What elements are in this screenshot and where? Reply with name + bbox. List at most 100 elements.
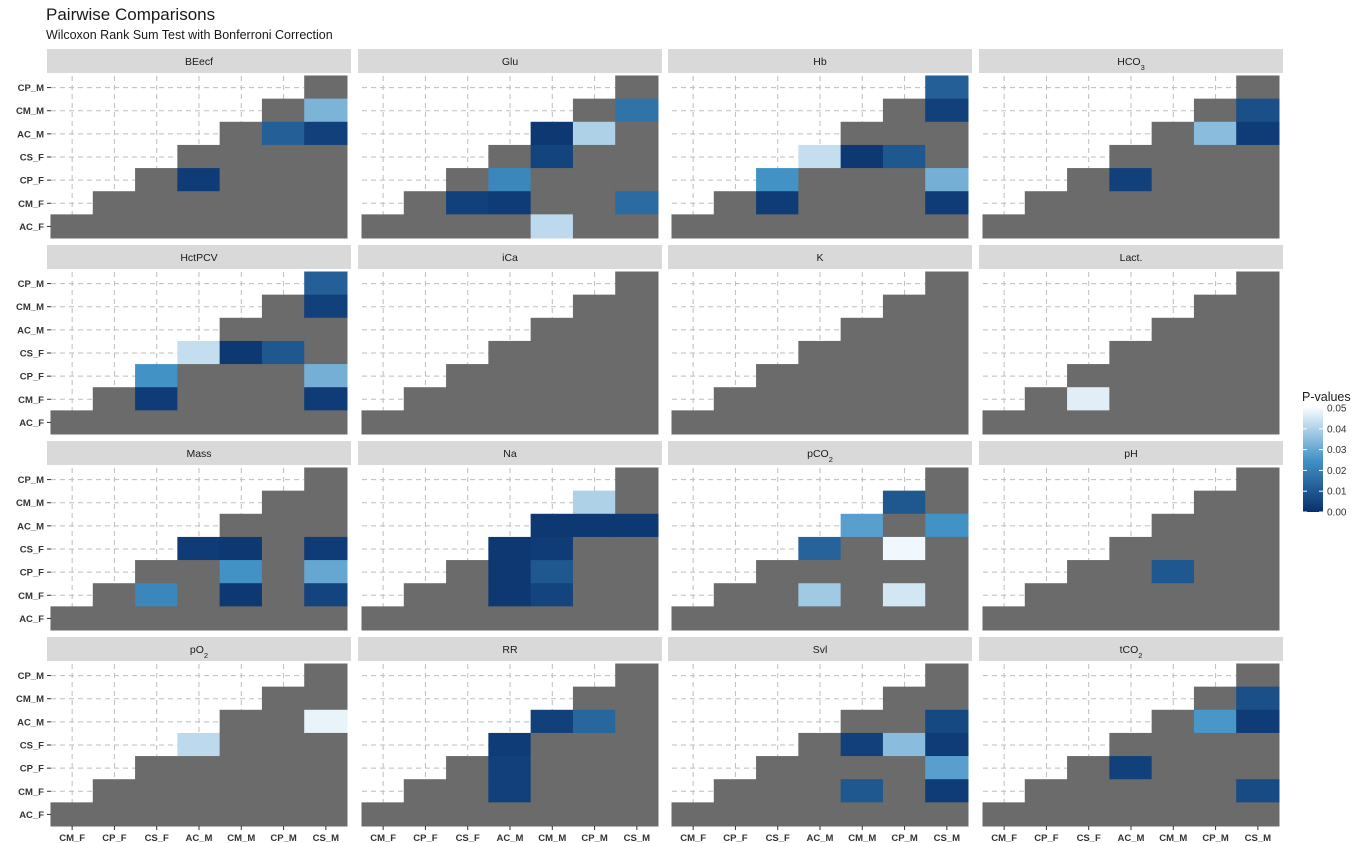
heatmap-cell [1024,779,1069,804]
heatmap-cell [798,214,842,239]
heatmap-cell [1193,214,1238,239]
heatmap-cell [403,802,448,827]
x-tick-label: AC_M [186,833,213,843]
heatmap-cell [882,168,927,193]
heatmap-cell [572,168,617,193]
heatmap-cell [615,606,659,631]
heatmap-cell [304,756,348,781]
heatmap-cell [403,779,448,804]
x-tick-label: CP_F [1034,833,1058,843]
x-tick-label: CP_M [1202,833,1228,843]
heatmap-cell [304,802,348,827]
y-tick-label: CM_M [16,694,44,705]
heatmap-cell [177,364,221,389]
legend-tick-label: 0.04 [1327,424,1347,435]
panel-lact-: Lact. [979,245,1283,435]
heatmap-cell [530,756,574,781]
heatmap-cell-significant [488,536,532,562]
panel-rr: RR CM_F CP_F CS_F AC_M CM_M CP_M CS_M [358,637,662,843]
y-tick-label: CP_F [20,372,44,383]
heatmap-cell [1151,606,1195,631]
heatmap-cell-significant [177,732,221,758]
heatmap-cell-significant [1067,387,1111,412]
heatmap-cell [798,168,842,193]
heatmap-cell [1236,756,1280,781]
heatmap-cell [530,606,574,631]
heatmap-cell [446,214,490,239]
heatmap-cell [1151,513,1195,538]
heatmap-cell-significant [925,98,969,123]
heatmap-cell-significant [1236,98,1280,123]
heatmap-cell [261,513,306,538]
heatmap-cell [219,168,263,193]
heatmap-cell-significant [1236,779,1280,804]
heatmap-cell [798,560,842,585]
heatmap-cell [713,191,758,216]
heatmap-cell [1236,271,1280,296]
heatmap-cell [572,364,617,389]
panel-beecf: BEecf CP_M CM_M AC_M CS_F CP_F CM_F AC_F [16,49,351,239]
heatmap-cell [615,779,659,804]
heatmap-cell [1193,779,1238,804]
heatmap-cell [488,387,532,412]
heatmap-cell [925,144,969,170]
heatmap-cell [135,756,179,781]
heatmap-cell [261,294,306,319]
heatmap-cell [446,779,490,804]
heatmap-cell [1109,144,1153,170]
heatmap-cell [840,317,884,342]
heatmap-cell [840,191,884,216]
x-tick-label: CM_M [848,833,876,843]
heatmap-cell [177,191,221,216]
heatmap-cell [1151,802,1195,827]
heatmap-cell [1067,168,1111,193]
heatmap-cell [756,410,800,435]
heatmap-cell [92,606,137,631]
y-tick-label: AC_F [19,418,44,429]
heatmap-cell [261,756,306,781]
heatmap-cell [1236,340,1280,366]
legend-tick-label: 0.05 [1327,404,1347,415]
heatmap-cell [1236,490,1280,515]
heatmap-cell-significant [261,121,306,146]
heatmap-cell [1151,583,1195,608]
heatmap-cell-significant [219,536,263,562]
heatmap-cell [1151,214,1195,239]
heatmap-cell-significant [488,732,532,758]
heatmap-cell-significant [219,583,263,608]
heatmap-cell [1236,663,1280,688]
heatmap-cell-significant [530,144,574,170]
y-tick-label: CS_F [20,153,44,164]
heatmap-cell-significant [488,583,532,608]
heatmap-cell-significant [572,490,617,515]
heatmap-cell-significant [615,98,659,123]
heatmap-cell [572,191,617,216]
panel-label: BEecf [185,56,213,68]
heatmap-cell [530,410,574,435]
heatmap-cell [1151,756,1195,781]
heatmap-cell [925,490,969,515]
heatmap-cell [982,606,1026,631]
heatmap-cell [572,732,617,758]
y-tick-label: AC_F [19,222,44,233]
heatmap-cell [798,779,842,804]
heatmap-cell [798,340,842,366]
heatmap-cell [572,294,617,319]
heatmap-cell [177,583,221,608]
heatmap-cell [1109,214,1153,239]
heatmap-cell-significant [304,271,348,296]
heatmap-cell [713,410,758,435]
heatmap-cell-significant [798,536,842,562]
heatmap-cell [1236,536,1280,562]
heatmap-cell [615,144,659,170]
heatmap-cell [261,191,306,216]
heatmap-cell [671,410,715,435]
heatmap-cell [446,606,490,631]
heatmap-cell [1193,513,1238,538]
heatmap-cell-significant [756,191,800,216]
heatmap-cell-significant [530,536,574,562]
heatmap-cell [1236,583,1280,608]
panel-strip [47,49,351,73]
panel-glu: Glu [358,49,662,239]
